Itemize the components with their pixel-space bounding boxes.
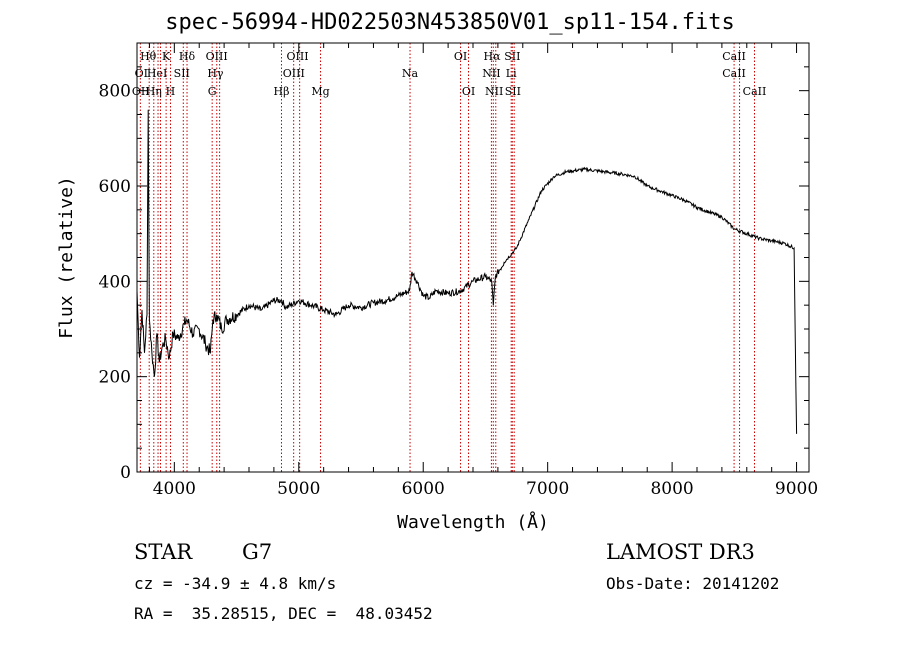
- survey-name: LAMOST DR3: [606, 540, 755, 564]
- spectral-line-label: SII: [504, 50, 520, 63]
- spectral-line-label: H: [166, 85, 176, 98]
- spectral-line-label: OIII: [206, 50, 228, 63]
- spectral-line-label: Hη: [146, 85, 162, 98]
- spectral-line-label: CaII: [722, 67, 746, 80]
- chart-title: spec-56994-HD022503N453850V01_sp11-154.f…: [165, 10, 735, 35]
- x-tick-label: 4000: [153, 479, 196, 499]
- spectral-line-label: CaII: [743, 85, 767, 98]
- spectral-line-label: SII: [174, 67, 190, 80]
- object-class: STAR: [134, 540, 193, 564]
- spectral-line-label: OI: [135, 67, 148, 80]
- x-axis-label: Wavelength (Å): [397, 511, 549, 533]
- redshift-label: cz = -34.9 ± 4.8 km/s: [134, 574, 337, 593]
- spectral-line-label: NII: [485, 85, 503, 98]
- spectral-line-label: Hα: [484, 50, 502, 63]
- y-tick-label: 200: [99, 368, 131, 388]
- spectral-line-label: OIII: [283, 67, 305, 80]
- x-tick-label: 8000: [650, 479, 693, 499]
- spectral-line-label: Mg: [311, 85, 329, 98]
- spectral-line-label: Hγ: [207, 67, 224, 80]
- spectral-line-label: NII: [482, 67, 500, 80]
- obs-date: Obs-Date: 20141202: [606, 574, 780, 593]
- spectral-line-label: Hδ: [179, 50, 196, 63]
- y-tick-label: 400: [99, 272, 131, 292]
- spectral-line-label: HeI: [147, 67, 167, 80]
- spectrum-line: [136, 109, 798, 434]
- spectral-line-label: K: [162, 50, 171, 63]
- coordinates: RA = 35.28515, DEC = 48.03452: [134, 604, 433, 623]
- spectral-line-label: OI: [454, 50, 467, 63]
- spectral-line-label: Hθ: [140, 50, 157, 63]
- y-tick-label: 800: [99, 82, 131, 102]
- x-tick-label: 6000: [402, 479, 445, 499]
- spectral-line-label: OIII: [287, 50, 309, 63]
- x-tick-label: 5000: [277, 479, 320, 499]
- spectral-line-label: Na: [402, 67, 419, 80]
- spectral-line-label: G: [208, 85, 217, 98]
- object-subclass: G7: [242, 540, 273, 564]
- spectral-line-label: SII: [505, 85, 521, 98]
- y-axis-label: Flux (relative): [56, 176, 77, 339]
- y-tick-label: 600: [99, 177, 131, 197]
- x-tick-label: 9000: [775, 479, 818, 499]
- plot-frame: [136, 42, 810, 473]
- spectral-line-label: OII: [132, 85, 150, 98]
- spectral-line-label: Hβ: [274, 85, 290, 98]
- x-tick-label: 7000: [526, 479, 569, 499]
- spectral-line-label: OI: [462, 85, 475, 98]
- spectral-line-label: CaII: [722, 50, 746, 63]
- spectral-line-label: Li: [506, 67, 517, 80]
- y-tick-label: 0: [120, 463, 131, 483]
